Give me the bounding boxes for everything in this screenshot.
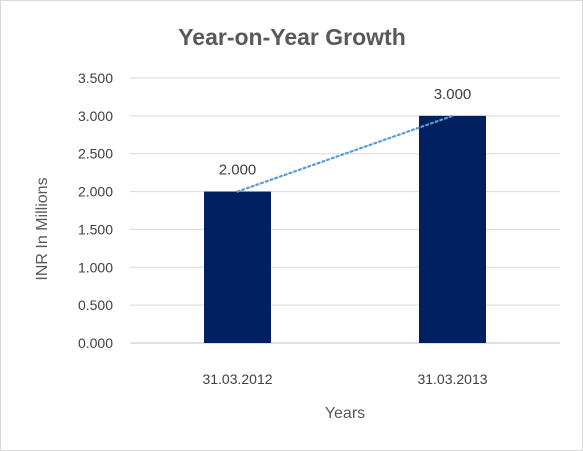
trendline-line [236, 114, 454, 193]
y-tick-label: 0.500 [78, 297, 113, 313]
data-label: 3.000 [434, 86, 472, 103]
chart-title: Year-on-Year Growth [178, 24, 406, 50]
bar [204, 191, 271, 343]
y-tick-label: 1.000 [78, 259, 113, 275]
x-axis-ticks: 31.03.2012 31.03.2013 [202, 371, 487, 387]
y-tick-label: 3.500 [78, 70, 113, 86]
data-labels: 2.000 3.000 [219, 86, 472, 179]
y-tick-label: 1.500 [78, 221, 113, 237]
y-axis-label: INR In Millions [34, 177, 51, 280]
y-tick-label: 2.000 [78, 184, 113, 200]
bars [204, 115, 486, 343]
x-tick-label: 31.03.2012 [202, 371, 272, 387]
x-axis-label: Years [325, 405, 365, 422]
data-label: 2.000 [219, 162, 257, 179]
x-tick-label: 31.03.2013 [417, 371, 487, 387]
trendline [236, 114, 454, 193]
gridlines [130, 77, 560, 344]
bar [419, 115, 486, 343]
y-tick-label: 3.000 [78, 108, 113, 124]
y-tick-label: 2.500 [78, 146, 113, 162]
y-axis-ticks: 0.000 0.500 1.000 1.500 2.000 2.500 3.000 3.500 [78, 70, 113, 351]
y-tick-label: 0.000 [78, 335, 113, 351]
